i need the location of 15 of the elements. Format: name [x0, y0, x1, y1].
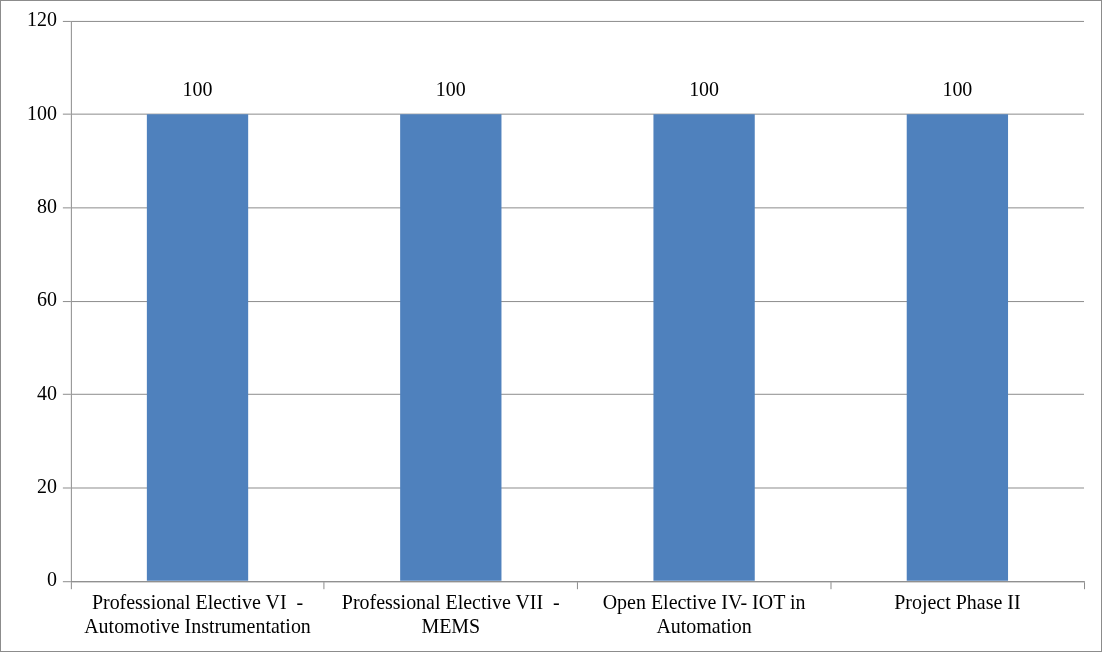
data-label: 100: [182, 77, 213, 100]
x-tick-label: Open Elective IV- IOT in Automation: [602, 591, 806, 638]
x-tick-label: Project Phase II: [894, 591, 1021, 615]
data-label: 100: [689, 77, 720, 100]
y-tick-label: 120: [26, 8, 57, 31]
y-tick-label: 60: [36, 288, 57, 311]
y-tick-label: 0: [46, 568, 57, 591]
x-tick-label: Professional Elective VI - Automotive Instrumentation: [84, 591, 311, 638]
y-tick-label: 20: [36, 475, 57, 498]
y-tick-label: 100: [26, 101, 57, 124]
y-tick-label: 80: [36, 194, 57, 217]
y-tick-label: 40: [36, 381, 57, 404]
data-label: 100: [942, 77, 973, 100]
x-tick-label: Professional Elective VII - MEMS: [341, 591, 560, 638]
data-label: 100: [435, 77, 466, 100]
